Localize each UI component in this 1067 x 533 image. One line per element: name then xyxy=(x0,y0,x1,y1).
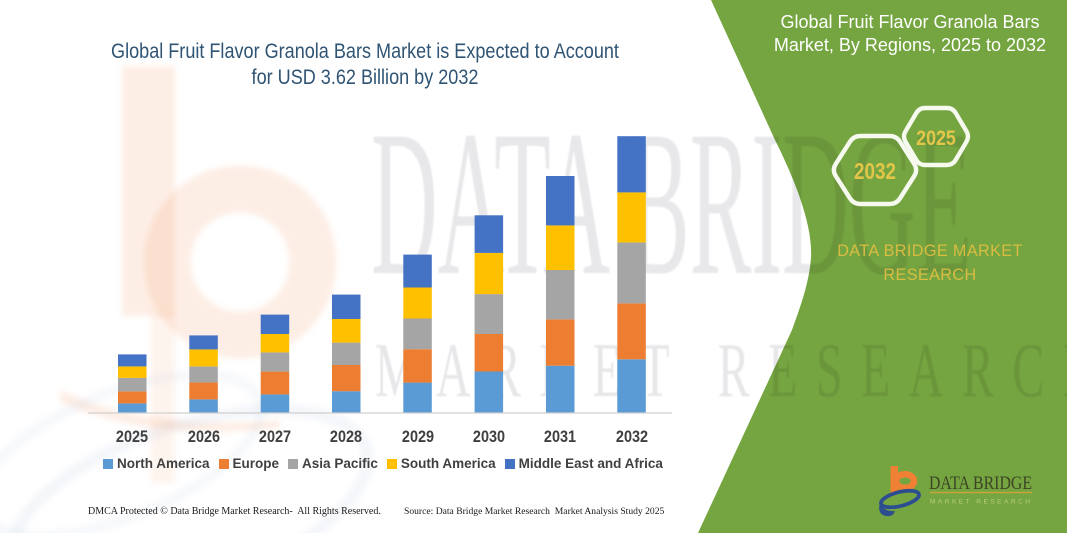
svg-text:DATA BRIDGE: DATA BRIDGE xyxy=(929,473,1032,494)
svg-text:MARKET RESEARCH: MARKET RESEARCH xyxy=(930,499,1030,506)
